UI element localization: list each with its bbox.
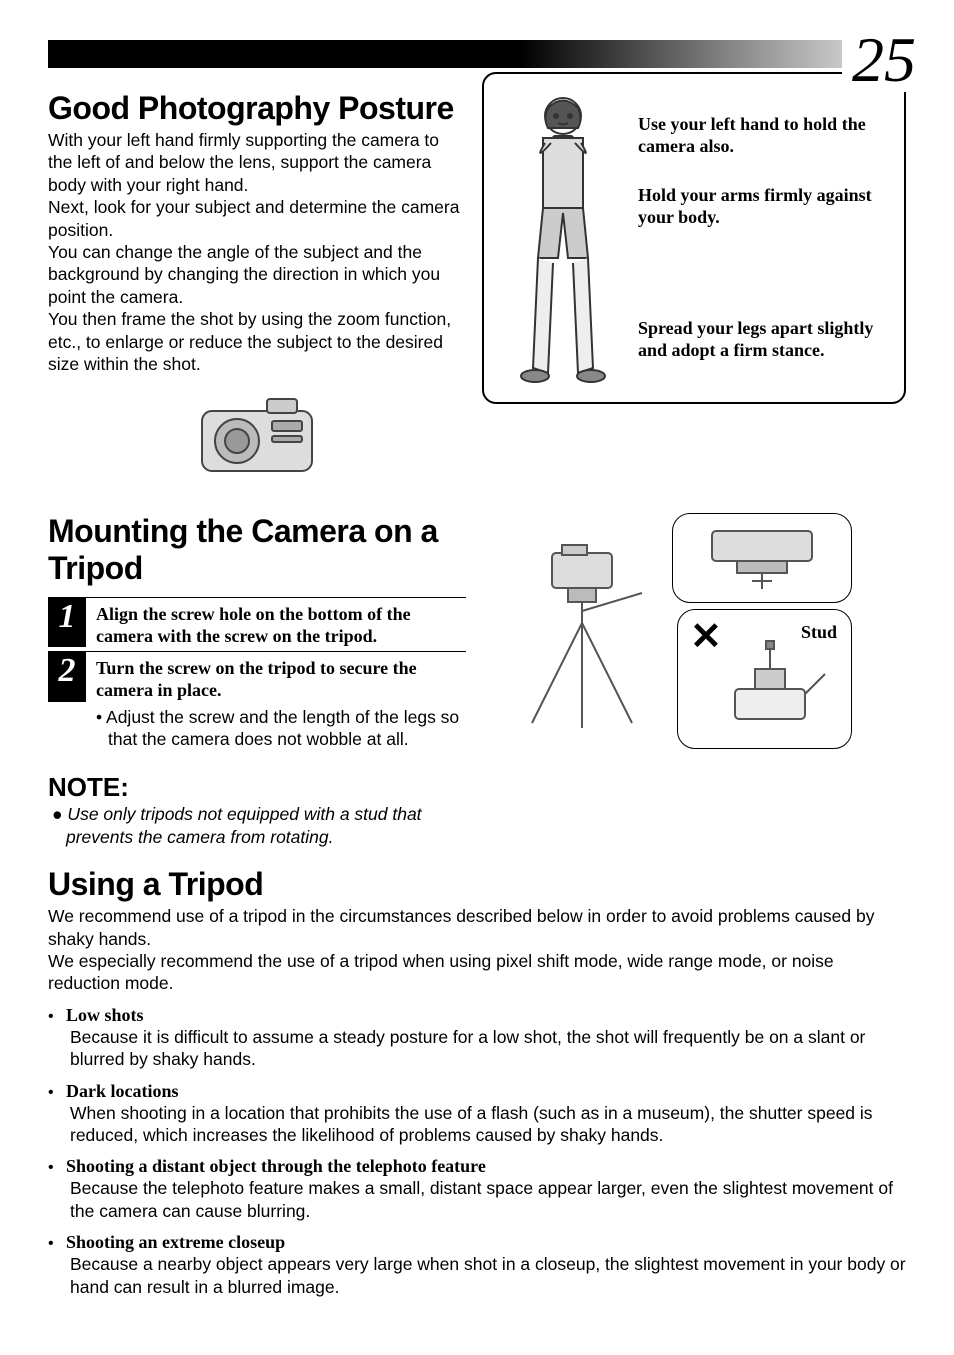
tripod-stud-detail-icon: ✕ Stud xyxy=(677,609,852,749)
bullet-item-closeup: •Shooting an extreme closeup Because a n… xyxy=(48,1232,906,1298)
section3-intro1: We recommend use of a tripod in the circ… xyxy=(48,905,906,950)
header-bar xyxy=(48,40,906,68)
tripod-full-icon xyxy=(482,533,682,733)
camera-illustration xyxy=(48,381,466,491)
bullet-item-telephoto: •Shooting a distant object through the t… xyxy=(48,1156,906,1222)
step-2-number: 2 xyxy=(48,652,86,701)
step-2: 2 Turn the screw on the tripod to secure… xyxy=(48,651,466,701)
bullet-title: Shooting a distant object through the te… xyxy=(66,1156,486,1176)
bullet-title: Shooting an extreme closeup xyxy=(66,1232,285,1252)
step-2-sub: • Adjust the screw and the length of the… xyxy=(96,706,466,751)
note-text: ● Use only tripods not equipped with a s… xyxy=(62,803,466,848)
posture-tip-1: Use your left hand to hold the camera al… xyxy=(638,114,886,157)
person-figure-icon xyxy=(498,88,628,388)
section1-title: Good Photography Posture xyxy=(48,90,466,127)
posture-box: Use your left hand to hold the camera al… xyxy=(482,72,906,404)
bullet-item-low-shots: •Low shots Because it is difficult to as… xyxy=(48,1005,906,1071)
bullet-desc: Because it is difficult to assume a stea… xyxy=(70,1026,906,1071)
stud-label: Stud xyxy=(801,622,837,643)
tripod-mount-section: Mounting the Camera on a Tripod 1 Align … xyxy=(48,513,906,848)
bullet-title: Dark locations xyxy=(66,1081,179,1101)
section2-title: Mounting the Camera on a Tripod xyxy=(48,513,466,587)
section1-p2: Next, look for your subject and determin… xyxy=(48,196,466,241)
posture-tip-3: Spread your legs apart slightly and adop… xyxy=(638,318,886,361)
posture-tip-2: Hold your arms firmly against your body. xyxy=(638,185,886,228)
step-2-text: Turn the screw on the tripod to secure t… xyxy=(96,658,466,701)
tripod-head-detail-icon xyxy=(672,513,852,603)
posture-section: Good Photography Posture With your left … xyxy=(48,72,906,491)
bullet-desc: Because a nearby object appears very lar… xyxy=(70,1253,906,1298)
bullet-desc: When shooting in a location that prohibi… xyxy=(70,1102,906,1147)
tripod-figures: ✕ Stud xyxy=(482,513,906,749)
section1-p3: You can change the angle of the subject … xyxy=(48,241,466,308)
step-1-text: Align the screw hole on the bottom of th… xyxy=(96,604,466,647)
step-1: 1 Align the screw hole on the bottom of … xyxy=(48,597,466,647)
bullet-title: Low shots xyxy=(66,1005,144,1025)
note-heading: NOTE: xyxy=(48,772,466,803)
bullet-desc: Because the telephoto feature makes a sm… xyxy=(70,1177,906,1222)
step-1-number: 1 xyxy=(48,598,86,647)
posture-tips: Use your left hand to hold the camera al… xyxy=(638,88,886,388)
bullet-item-dark-locations: •Dark locations When shooting in a locat… xyxy=(48,1081,906,1147)
section1-p1: With your left hand firmly supporting th… xyxy=(48,129,466,196)
section3-title: Using a Tripod xyxy=(48,866,906,903)
section3-intro2: We especially recommend the use of a tri… xyxy=(48,950,906,995)
section1-p4: You then frame the shot by using the zoo… xyxy=(48,308,466,375)
page-number: 25 xyxy=(842,28,916,92)
x-mark-icon: ✕ xyxy=(690,618,722,656)
